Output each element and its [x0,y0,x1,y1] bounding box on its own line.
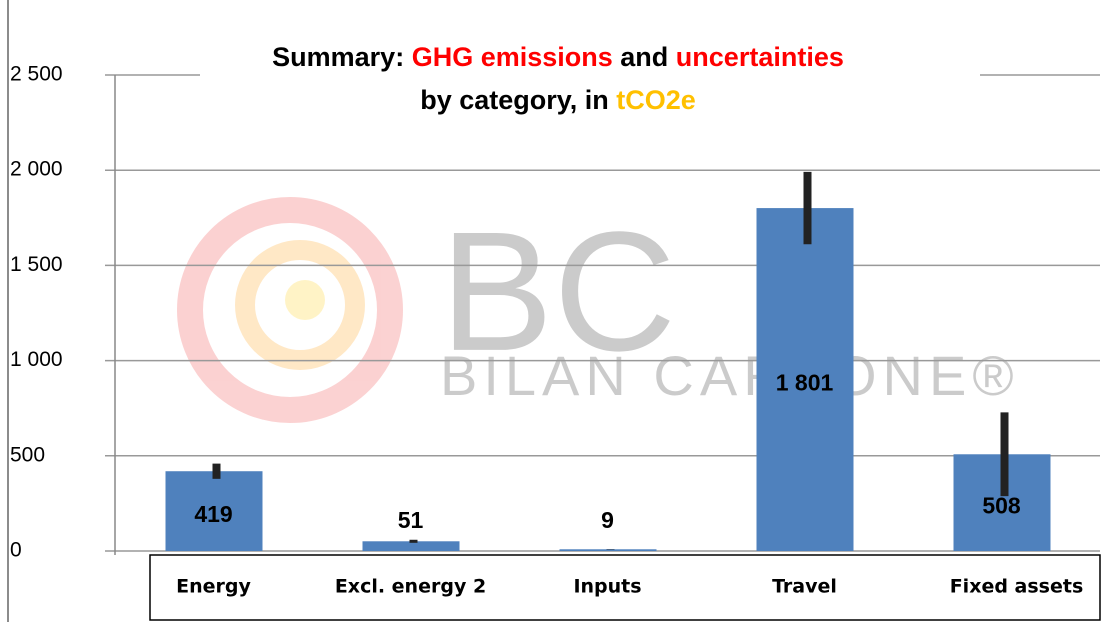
subtitle-part: by category, in [420,85,616,115]
bar [362,541,460,551]
x-tick-label: Fixed assets [950,576,1084,598]
x-tick-label: Inputs [573,576,641,598]
subtitle-part: tCO2e [616,85,696,115]
value-label: 508 [982,493,1021,519]
chart-subtitle: by category, in tCO2e [420,85,696,115]
watermark-text: BC [440,197,676,387]
title-part: uncertainties [676,42,844,72]
x-tick-label: Excl. energy 2 [335,576,486,598]
y-tick-label: 1 500 [10,253,63,276]
watermark-text: BILAN CARBONE® [440,344,1020,407]
y-tick-label: 2 000 [10,158,63,181]
title-part: Summary: [272,42,412,72]
value-label: 419 [194,501,232,527]
value-label: 9 [601,507,614,533]
value-label: 1 801 [776,370,834,396]
x-tick-label: Travel [772,576,837,598]
bar [559,549,657,551]
y-tick-label: 2 500 [10,63,63,86]
bar [165,471,263,551]
title-background [200,40,980,125]
y-tick-label: 0 [10,539,22,562]
title-part: GHG emissions [412,42,613,72]
chart-title: Summary: GHG emissions and uncertainties [272,42,844,72]
y-tick-label: 1 000 [10,348,63,371]
y-tick-label: 500 [10,443,45,466]
x-tick-label: Energy [176,576,251,598]
value-label: 51 [398,507,424,533]
watermark-logo [177,197,403,423]
bar [756,208,854,551]
title-part: and [613,42,676,72]
category-box [149,554,1101,621]
